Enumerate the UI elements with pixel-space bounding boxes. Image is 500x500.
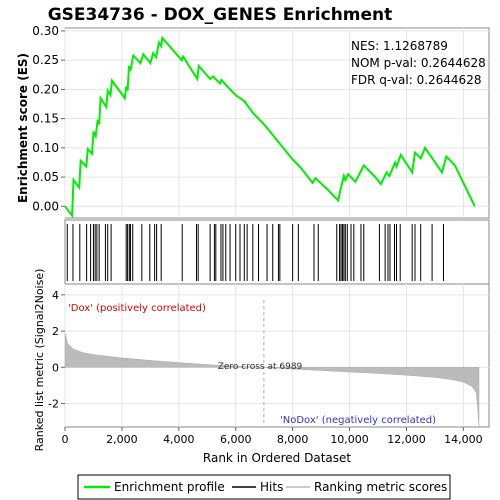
legend-enrichment-label: Enrichment profile (114, 480, 225, 494)
es-y-tick-label: 0.15 (32, 112, 59, 126)
metric-y-tick-label: -2 (48, 397, 59, 410)
enrichment-profile-line (64, 35, 476, 219)
x-tick-label: 4,000 (163, 433, 195, 446)
x-tick-label: 10,000 (330, 433, 369, 446)
hits-panel-frame (64, 219, 490, 285)
legend-metric-label: Ranking metric scores (314, 480, 447, 494)
x-axis: 0 2,000 4,000 6,000 8,000 10,000 12,000 14,000 (62, 427, 483, 446)
ranking-metric-area (64, 332, 480, 428)
x-tick-label: 0 (62, 433, 69, 446)
x-axis-label: Rank in Ordered Dataset (203, 451, 351, 465)
metric-y-tick-label: 0 (52, 361, 59, 374)
es-y-axis-label: Enrichment score (ES) (16, 53, 30, 203)
metric-y-axis-label: Ranked list metric (Signal2Noise) (33, 269, 46, 452)
nes-stat: NES: 1.1268789 (351, 39, 448, 53)
zero-cross-label: Zero cross at 6989 (218, 362, 303, 372)
legend-box (77, 474, 451, 500)
hit-marks (66, 224, 444, 281)
chart-title: GSE34736 - DOX_GENES Enrichment (48, 5, 393, 25)
es-y-tick-label: 0.00 (32, 199, 59, 213)
x-tick-label: 6,000 (220, 433, 252, 446)
es-y-tick-label: 0.20 (32, 82, 59, 96)
metric-y-tick-label: 2 (52, 325, 59, 338)
metric-y-tick-label: 4 (52, 289, 59, 302)
legend-hits-label: Hits (260, 480, 283, 494)
x-tick-label: 12,000 (387, 433, 426, 446)
pos-correlated-label: 'Dox' (positively correlated) (68, 303, 206, 314)
x-tick-label: 8,000 (277, 433, 309, 446)
es-y-tick-label: 0.25 (32, 53, 59, 67)
es-y-axis: 0.00 0.05 0.10 0.15 0.20 0.25 0.30 (32, 24, 65, 213)
x-tick-label: 14,000 (444, 433, 483, 446)
es-y-tick-label: 0.05 (32, 170, 59, 184)
fdr-qval-stat: FDR q-val: 0.2644628 (351, 73, 481, 87)
nom-pval-stat: NOM p-val: 0.2644628 (351, 56, 486, 70)
es-y-tick-label: 0.10 (32, 141, 59, 155)
neg-correlated-label: 'NoDox' (negatively correlated) (280, 415, 436, 426)
es-y-tick-label: 0.30 (32, 24, 59, 38)
es-gridlines (64, 28, 489, 218)
metric-y-axis: -2 0 2 4 (48, 289, 65, 410)
x-tick-label: 2,000 (106, 433, 138, 446)
